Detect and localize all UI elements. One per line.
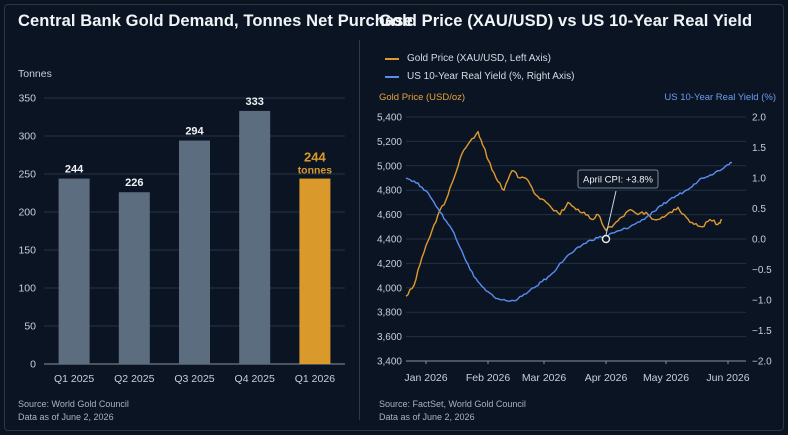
left-y-tick-label: 3,400 bbox=[377, 357, 402, 368]
left-y-tick-label: 4,600 bbox=[377, 210, 402, 221]
panel-divider bbox=[359, 40, 360, 420]
left-y-tick-label: 4,400 bbox=[377, 235, 402, 246]
bar-y-tick-label: 250 bbox=[18, 169, 36, 181]
bar-chart: 0 50 100 150 200 250 300 350 Q1 2025 244 Q2 2025 22… bbox=[18, 93, 345, 385]
right-y-tick-label: 0.5 bbox=[752, 204, 766, 215]
bar-chart-unit-label: Tonnes bbox=[18, 68, 52, 80]
line-x-tick-label: Apr 2026 bbox=[585, 372, 628, 384]
bar-data-label: 333 bbox=[246, 96, 264, 108]
annotation-label: April CPI: +3.8% bbox=[583, 175, 654, 186]
bar-x-tick-label: Q1 2026 bbox=[295, 373, 335, 385]
line-x-tick-label: Feb 2026 bbox=[466, 372, 511, 384]
bar-q3-2025 bbox=[179, 140, 210, 364]
annotation-marker bbox=[601, 234, 611, 244]
bar-y-tick-label: 100 bbox=[18, 283, 36, 295]
bar-x-tick-label: Q4 2025 bbox=[235, 373, 275, 385]
bar-chart-title: Central Bank Gold Demand, Tonnes Net Pur… bbox=[18, 12, 413, 30]
bar-x-tick-label: Q2 2025 bbox=[114, 373, 154, 385]
line-x-tick-label: Jan 2026 bbox=[404, 372, 447, 384]
bar-x-tick-label: Q1 2025 bbox=[54, 373, 94, 385]
bar-chart-source: Source: World Gold Council Data as of Ju… bbox=[18, 398, 129, 424]
left-y-tick-label: 4,200 bbox=[377, 259, 402, 270]
bar-x-tick-label: Q3 2025 bbox=[174, 373, 214, 385]
line-x-tick-label: May 2026 bbox=[643, 372, 689, 384]
right-y-tick-label: 2.0 bbox=[752, 113, 766, 124]
left-y-tick-label: 5,400 bbox=[377, 113, 402, 124]
legend-item-gold: Gold Price (XAU/USD, Left Axis) bbox=[385, 50, 575, 68]
annotation-box bbox=[577, 169, 659, 189]
bar-y-tick-label: 300 bbox=[18, 131, 36, 143]
left-axis-name: Gold Price (USD/oz) bbox=[379, 92, 466, 103]
bar-y-tick-label: 150 bbox=[18, 245, 36, 257]
bar-data-label: 226 bbox=[125, 177, 143, 189]
bar-data-label: 244 bbox=[65, 164, 84, 176]
line-x-tick-label: Mar 2026 bbox=[522, 372, 567, 384]
real-yield-line bbox=[405, 161, 733, 302]
bar-highlight-unit: tonnes bbox=[298, 165, 333, 177]
legend-swatch-yield bbox=[385, 76, 399, 78]
line-data-date: Data as of June 2, 2026 bbox=[379, 412, 475, 422]
left-y-tick-label: 5,000 bbox=[377, 161, 402, 172]
line-x-tick-label: Jun 2026 bbox=[706, 372, 749, 384]
bar-source-text: Source: World Gold Council bbox=[18, 399, 129, 409]
right-y-tick-label: 0.0 bbox=[752, 235, 766, 246]
bar-y-tick-label: 50 bbox=[24, 321, 36, 333]
legend-label-yield: US 10-Year Real Yield (%, Right Axis) bbox=[407, 71, 575, 82]
bar-q1-2026 bbox=[299, 178, 331, 364]
line-chart-source: Source: FactSet, World Gold Council Data… bbox=[379, 398, 526, 424]
bar-y-tick-label: 0 bbox=[30, 359, 36, 371]
left-y-tick-label: 3,600 bbox=[377, 332, 402, 343]
legend-item-yield: US 10-Year Real Yield (%, Right Axis) bbox=[385, 68, 575, 86]
bar-data-date: Data as of June 2, 2026 bbox=[18, 412, 114, 422]
annotation-leader bbox=[605, 190, 617, 236]
right-y-tick-label: −1.5 bbox=[752, 326, 772, 337]
line-chart-legend: Gold Price (XAU/USD, Left Axis) US 10-Ye… bbox=[385, 50, 575, 86]
bar-data-label: 294 bbox=[185, 126, 204, 138]
bar-q2-2025 bbox=[118, 192, 150, 364]
left-y-tick-label: 4,800 bbox=[377, 186, 402, 197]
right-axis-name: US 10-Year Real Yield (%) bbox=[664, 92, 776, 103]
line-source-text: Source: FactSet, World Gold Council bbox=[379, 399, 526, 409]
bar-q1-2025 bbox=[58, 178, 90, 364]
right-y-tick-label: −2.0 bbox=[752, 357, 772, 368]
bar-y-tick-label: 200 bbox=[18, 207, 36, 219]
bar-q4-2025 bbox=[239, 110, 271, 364]
legend-label-gold: Gold Price (XAU/USD, Left Axis) bbox=[407, 53, 551, 64]
gold-price-line bbox=[405, 130, 723, 297]
bar-y-tick-label: 350 bbox=[18, 93, 36, 105]
right-y-tick-label: −1.0 bbox=[752, 296, 772, 307]
left-y-tick-label: 4,000 bbox=[377, 283, 402, 294]
left-y-tick-label: 5,200 bbox=[377, 137, 402, 148]
bar-highlight-value: 244 bbox=[304, 150, 326, 165]
legend-swatch-gold bbox=[385, 58, 399, 60]
line-chart: 3,400 3,600 3,800 4,000 4,200 4,400 4,600 4,800… bbox=[377, 113, 772, 385]
right-y-tick-label: 1.0 bbox=[752, 174, 766, 185]
line-chart-title: Gold Price (XAU/USD) vs US 10-Year Real … bbox=[379, 12, 753, 30]
left-y-tick-label: 3,800 bbox=[377, 308, 402, 319]
right-y-tick-label: 1.5 bbox=[752, 143, 766, 154]
right-y-tick-label: −0.5 bbox=[752, 265, 772, 276]
